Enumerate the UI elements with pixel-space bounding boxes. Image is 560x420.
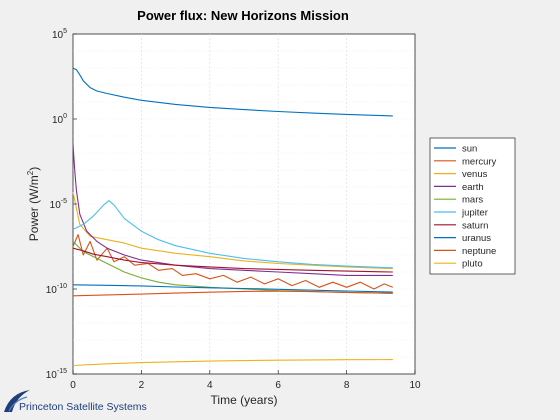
logo-swoosh-icon [4, 390, 30, 412]
y-axis-label-sup: 2 [26, 170, 35, 175]
y-tick-label: 100 [52, 113, 67, 126]
series-mercury [72, 234, 394, 290]
legend-entry-uranus: uranus [462, 233, 491, 244]
legend-entry-neptune: neptune [462, 246, 496, 257]
legend-entry-earth: earth [462, 182, 484, 193]
series-earth [72, 144, 393, 276]
y-tick-base: 10 [52, 30, 64, 41]
y-tick-exponent: -15 [57, 368, 67, 375]
y-tick-label: 10-10 [46, 283, 67, 296]
y-tick-base: 10 [46, 370, 58, 381]
series-pluto [72, 359, 393, 367]
y-tick-exponent: -5 [61, 198, 67, 205]
logo: Princeton Satellite Systems [4, 390, 147, 413]
legend-entry-sun: sun [462, 144, 477, 155]
series-venus [72, 191, 393, 270]
y-axis-label: Power (W/m2) [26, 167, 41, 241]
y-axis-label-text: Power (W/m [27, 175, 41, 241]
x-axis: 0 2 4 6 8 10 [70, 370, 421, 391]
x-tick-label: 6 [275, 380, 281, 391]
series-sun [72, 67, 393, 117]
legend-entry-mars: mars [462, 195, 483, 206]
x-tick-label: 4 [207, 380, 213, 391]
y-tick-exponent: 5 [63, 28, 67, 35]
legend-entry-pluto: pluto [462, 259, 483, 270]
y-tick-base: 10 [52, 115, 64, 126]
series-saturn [72, 247, 393, 273]
y-tick-label: 10-15 [46, 368, 67, 381]
y-tick-exponent: 0 [63, 113, 67, 120]
legend-entry-venus: venus [462, 169, 488, 180]
series-jupiter [72, 200, 393, 269]
series-lines [72, 67, 394, 367]
y-tick-exponent: -10 [57, 283, 67, 290]
x-tick-label: 10 [409, 380, 421, 391]
chart-title: Power flux: New Horizons Mission [137, 8, 349, 23]
x-tick-label: 2 [139, 380, 145, 391]
x-tick-label: 8 [344, 380, 350, 391]
y-tick-label: 105 [52, 28, 67, 41]
x-tick-label: 0 [70, 380, 76, 391]
legend-entry-mercury: mercury [462, 156, 497, 167]
series-uranus [72, 284, 393, 293]
y-tick-base: 10 [50, 200, 62, 211]
x-axis-label: Time (years) [211, 393, 278, 407]
y-axis-label-close: ) [27, 167, 41, 171]
grid [73, 34, 415, 374]
logo-text: Princeton Satellite Systems [19, 401, 147, 413]
series-neptune [72, 290, 393, 297]
y-tick-label: 10-5 [50, 198, 67, 211]
legend-entry-saturn: saturn [462, 220, 488, 231]
y-tick-base: 10 [46, 285, 58, 296]
legend-entry-jupiter: jupiter [461, 208, 488, 219]
